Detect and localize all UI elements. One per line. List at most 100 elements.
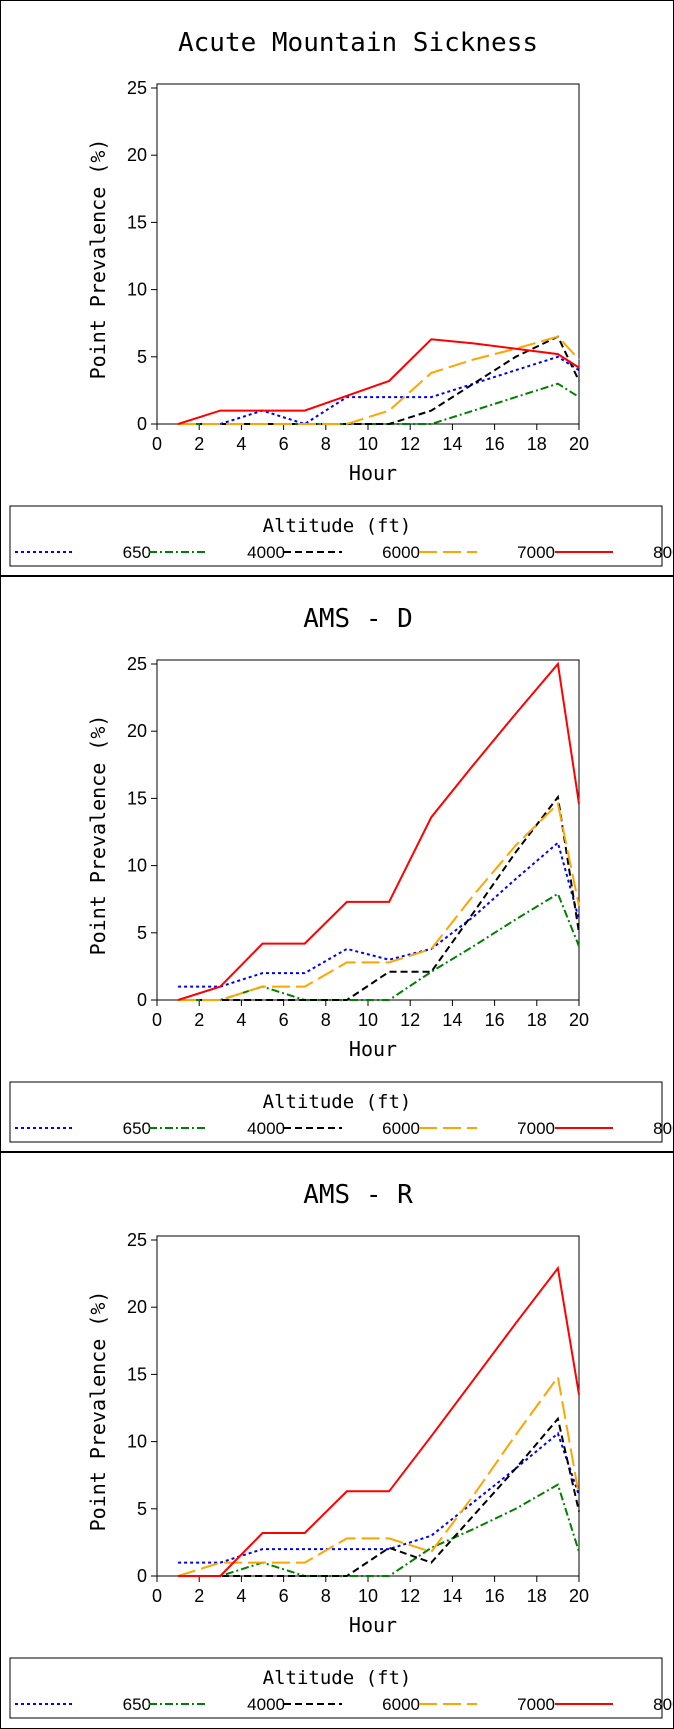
chart-title: Acute Mountain Sickness xyxy=(178,28,538,58)
x-tick-label: 2 xyxy=(194,434,204,454)
x-tick-label: 6 xyxy=(279,1586,289,1606)
series-line-6000 xyxy=(178,794,580,1001)
legend-label-6000: 6000 xyxy=(382,1119,420,1138)
x-tick-label: 8 xyxy=(321,434,331,454)
chart-panel-ams-r: AMS - R 0 5 10 15 20 25 0 2 4 6 8 10 12 14 16 18 20 Hour Po… xyxy=(0,1152,674,1729)
y-tick-label: 20 xyxy=(127,721,147,741)
plot-frame xyxy=(156,83,580,425)
legend-label-4000: 4000 xyxy=(247,1119,285,1138)
legend-label-650: 650 xyxy=(123,1695,151,1714)
chart-ams: Acute Mountain Sickness 0 5 10 15 20 25 0 2 4 6 8 10… xyxy=(9,28,673,567)
x-tick-label: 14 xyxy=(442,434,462,454)
series-line-8000 xyxy=(178,1265,580,1577)
y-tick-label: 15 xyxy=(127,1364,147,1384)
x-tick-label: 0 xyxy=(152,434,162,454)
y-tick-label: 10 xyxy=(127,280,147,300)
x-tick-label: 12 xyxy=(400,1010,420,1030)
x-tick-label: 16 xyxy=(485,1586,505,1606)
x-tick-label: 18 xyxy=(527,1586,547,1606)
x-tick-label: 2 xyxy=(194,1010,204,1030)
legend-label-650: 650 xyxy=(123,543,151,562)
legend-title: Altitude (ft) xyxy=(263,1667,412,1689)
y-tick-label: 0 xyxy=(137,414,147,434)
x-tick-label: 6 xyxy=(279,434,289,454)
plot-frame xyxy=(156,1235,580,1577)
y-tick-label: 10 xyxy=(127,1432,147,1452)
series-line-4000 xyxy=(178,892,580,1001)
x-tick-label: 20 xyxy=(569,1010,589,1030)
x-axis-label: Hour xyxy=(349,461,397,485)
x-tick-label: 20 xyxy=(569,434,589,454)
y-tick-label: 25 xyxy=(127,1230,147,1250)
y-tick-label: 5 xyxy=(137,1499,147,1519)
legend-label-4000: 4000 xyxy=(247,1695,285,1714)
chart-panel-ams-d: AMS - D 0 5 10 15 20 25 0 2 4 6 8 10 12 14 16 18 20 Hour Po… xyxy=(0,576,674,1152)
legend-label-7000: 7000 xyxy=(517,1695,555,1714)
x-tick-label: 14 xyxy=(442,1010,462,1030)
x-tick-label: 10 xyxy=(358,1010,378,1030)
series-line-8000 xyxy=(177,661,580,1001)
series-line-7000 xyxy=(177,1374,580,1577)
legend-label-6000: 6000 xyxy=(382,1695,420,1714)
x-tick-label: 4 xyxy=(236,1586,246,1606)
x-tick-label: 0 xyxy=(152,1586,162,1606)
legend-label-650: 650 xyxy=(123,1119,151,1138)
y-tick-label: 5 xyxy=(137,347,147,367)
x-tick-label: 18 xyxy=(527,434,547,454)
y-tick-label: 25 xyxy=(127,654,147,674)
x-tick-label: 20 xyxy=(569,1586,589,1606)
y-axis-label: Point Prevalence (%) xyxy=(86,1291,110,1532)
chart-title: AMS - D xyxy=(303,604,413,634)
x-tick-label: 14 xyxy=(442,1586,462,1606)
y-tick-label: 0 xyxy=(137,990,147,1010)
legend-box xyxy=(9,1081,663,1143)
x-tick-label: 8 xyxy=(321,1586,331,1606)
series-line-6000 xyxy=(178,1416,580,1577)
y-tick-label: 0 xyxy=(137,1566,147,1586)
x-tick-label: 6 xyxy=(279,1010,289,1030)
x-tick-label: 12 xyxy=(400,1586,420,1606)
legend-label-8000: 8000 xyxy=(653,543,673,562)
legend-label-7000: 7000 xyxy=(517,1119,555,1138)
y-tick-label: 20 xyxy=(127,1297,147,1317)
legend-box xyxy=(9,505,663,567)
legend-label-8000: 8000 xyxy=(653,1119,673,1138)
x-axis-label: Hour xyxy=(349,1613,397,1637)
x-tick-label: 8 xyxy=(321,1010,331,1030)
y-tick-label: 15 xyxy=(127,212,147,232)
legend-title: Altitude (ft) xyxy=(263,1091,412,1113)
legend-label-6000: 6000 xyxy=(382,543,420,562)
series-line-650 xyxy=(178,841,580,988)
chart-ams-d: AMS - D 0 5 10 15 20 25 0 2 4 6 8 10 12 14 16 18 20 Hour Po… xyxy=(9,604,673,1143)
x-tick-label: 10 xyxy=(358,434,378,454)
x-tick-label: 4 xyxy=(236,1010,246,1030)
x-tick-label: 2 xyxy=(194,1586,204,1606)
legend-title: Altitude (ft) xyxy=(263,515,412,537)
legend-label-7000: 7000 xyxy=(517,543,555,562)
chart-panel-ams: Acute Mountain Sickness 0 5 10 15 20 25 0 2 4 6 8 10… xyxy=(0,0,674,576)
y-axis-label: Point Prevalence (%) xyxy=(86,715,110,956)
y-tick-label: 10 xyxy=(127,856,147,876)
x-tick-label: 18 xyxy=(527,1010,547,1030)
y-tick-label: 5 xyxy=(137,923,147,943)
legend-box xyxy=(9,1657,663,1719)
x-tick-label: 16 xyxy=(485,1010,505,1030)
legend-label-4000: 4000 xyxy=(247,543,285,562)
series-line-8000 xyxy=(177,338,580,425)
y-tick-label: 15 xyxy=(127,788,147,808)
chart-title: AMS - R xyxy=(303,1180,413,1210)
y-axis-label: Point Prevalence (%) xyxy=(86,139,110,380)
x-axis-label: Hour xyxy=(349,1037,397,1061)
series-line-7000 xyxy=(178,335,580,425)
y-tick-label: 20 xyxy=(127,145,147,165)
x-tick-label: 0 xyxy=(152,1010,162,1030)
x-tick-label: 10 xyxy=(358,1586,378,1606)
y-tick-label: 25 xyxy=(127,78,147,98)
x-tick-label: 12 xyxy=(400,434,420,454)
legend-label-8000: 8000 xyxy=(653,1695,673,1714)
series-line-650 xyxy=(178,1431,580,1564)
x-tick-label: 16 xyxy=(485,434,505,454)
chart-ams-r: AMS - R 0 5 10 15 20 25 0 2 4 6 8 10 12 14 16 18 20 Hour Po… xyxy=(9,1180,673,1719)
x-tick-label: 4 xyxy=(236,434,246,454)
plot-frame xyxy=(156,659,580,1001)
